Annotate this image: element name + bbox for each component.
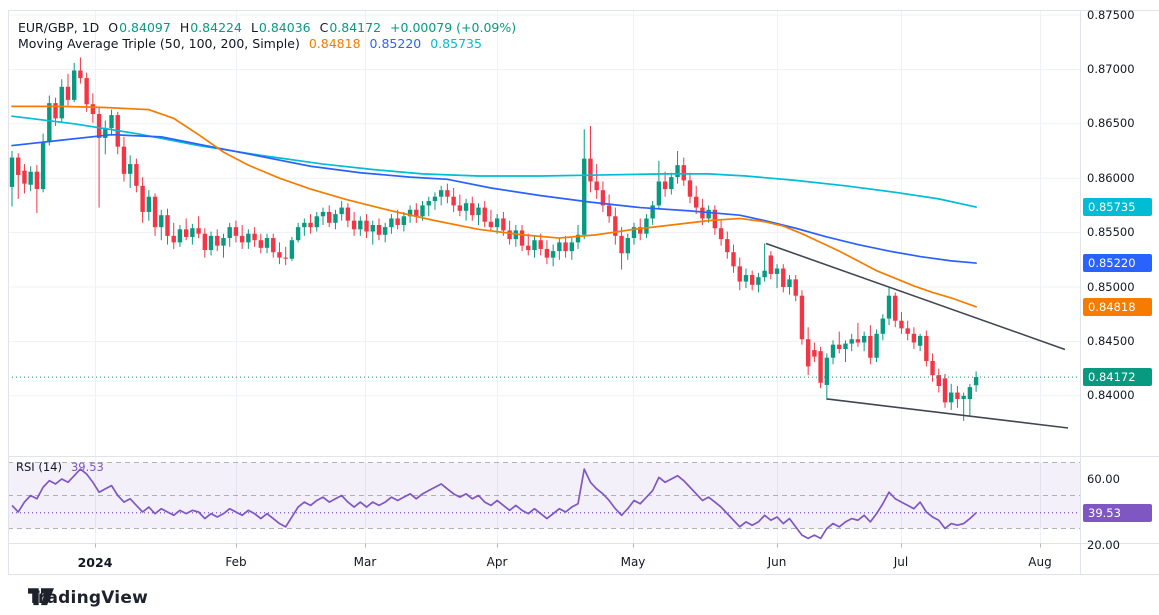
time-axis-label-jul: Jul	[893, 555, 909, 569]
ohlc-close: C 0.84172	[319, 20, 382, 35]
price-axis-label: 0.85000	[1087, 279, 1135, 294]
ma200-value: 0.85735	[430, 36, 482, 51]
rsi-current-value: 39.53	[70, 460, 104, 474]
time-axis-label-jun: Jun	[767, 555, 787, 569]
change-value: +0.00079 (+0.09%)	[390, 20, 517, 35]
symbol-title: EUR/GBP, 1D	[18, 20, 100, 35]
time-axis-label-may: May	[620, 555, 646, 569]
ma-indicator-legend[interactable]: Moving Average Triple (50, 100, 200, Sim…	[18, 36, 482, 51]
rsi-axis-label: 60.00	[1087, 471, 1120, 486]
ohlc-high: H 0.84224	[179, 20, 242, 35]
price-axis-label: 0.86000	[1087, 170, 1135, 185]
tradingview-logo-icon	[28, 588, 54, 606]
ma50-price-badge: 0.84818	[1083, 297, 1152, 316]
trendlines	[765, 242, 1069, 429]
price-axis-label: 0.86500	[1087, 116, 1135, 131]
open-value: 0.84097	[119, 20, 171, 35]
sma50-line	[11, 105, 977, 308]
ohlc-open: O 0.84097	[108, 20, 171, 35]
low-value: 0.84036	[258, 20, 311, 35]
high-value: 0.84224	[190, 20, 242, 35]
rsi-line	[11, 468, 977, 540]
rsi-band	[8, 462, 1080, 529]
time-axis-label-feb: Feb	[225, 555, 247, 569]
ma200-price-badge: 0.85735	[1083, 198, 1152, 217]
price-axis-label: 0.84500	[1087, 333, 1135, 348]
rsi-indicator-legend[interactable]: RSI (14) 39.53	[16, 460, 104, 474]
time-axis-label-apr: Apr	[486, 555, 508, 569]
ma100-value: 0.85220	[369, 36, 422, 51]
sma200-line	[11, 115, 977, 208]
ma100-price-badge: 0.85220	[1083, 254, 1152, 273]
time-axis-label-aug: Aug	[1028, 555, 1052, 569]
last-price-badge: 0.84172	[1083, 368, 1152, 387]
tradingview-watermark-text: TradingView	[28, 588, 148, 608]
ohlc-low: L 0.84036	[250, 20, 311, 35]
ma50-value: 0.84818	[308, 36, 361, 51]
sma100-line	[11, 133, 977, 264]
rsi-value-badge: 39.53	[1083, 503, 1152, 522]
pane-borders	[8, 10, 1159, 575]
price-axis-label: 0.85500	[1087, 225, 1135, 240]
price-axis-label: 0.87500	[1087, 7, 1135, 22]
price-axis-label: 0.84000	[1087, 388, 1135, 403]
tradingview-watermark[interactable]: TradingView	[28, 588, 148, 608]
price-axis-label: 0.87000	[1087, 61, 1135, 76]
symbol-legend[interactable]: EUR/GBP, 1D O 0.84097 H 0.84224 L 0.84036 C…	[18, 20, 516, 35]
time-axis-label-mar: Mar	[353, 555, 377, 569]
time-axis-label-2024: 2024	[77, 555, 113, 570]
rsi-indicator-title: RSI (14)	[16, 460, 62, 474]
close-value: 0.84172	[329, 20, 382, 35]
ma-indicator-title: Moving Average Triple (50, 100, 200, Sim…	[18, 36, 300, 51]
rsi-axis-label: 20.00	[1087, 537, 1120, 552]
